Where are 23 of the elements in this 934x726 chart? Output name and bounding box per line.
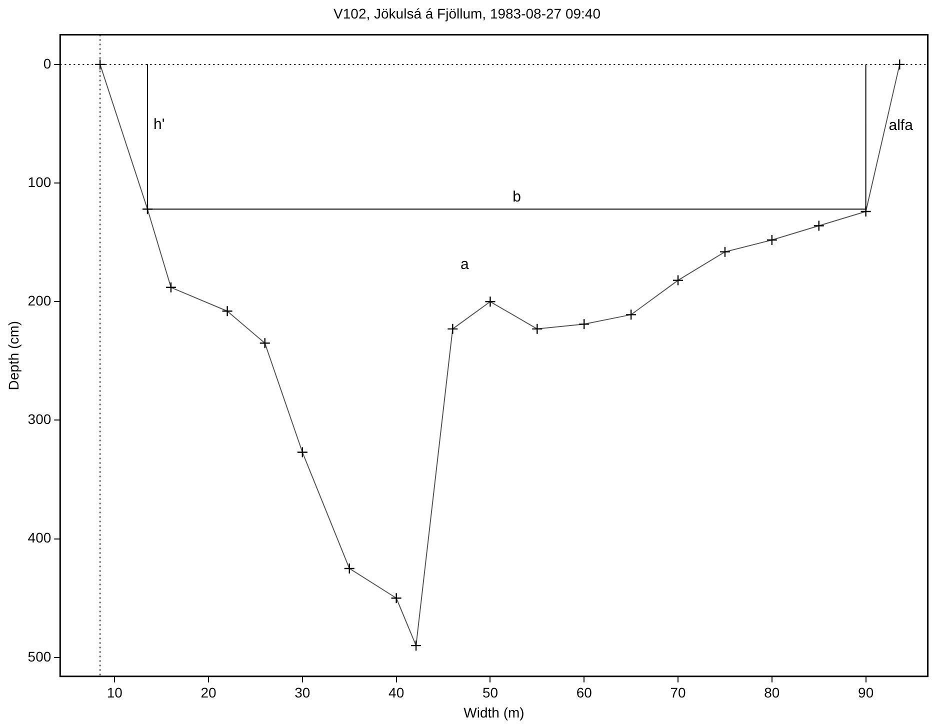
y-tick-label: 400 — [28, 530, 52, 546]
annotation: alfa — [888, 117, 914, 134]
annotation: a — [460, 256, 470, 273]
x-axis-title: Width (m) — [464, 704, 524, 720]
x-tick-label: 90 — [858, 684, 874, 701]
annotation: b — [512, 188, 521, 206]
y-tick-label: 200 — [28, 292, 52, 308]
x-tick-label: 30 — [294, 684, 310, 701]
x-tick-label: 40 — [388, 684, 404, 701]
x-tick-label: 70 — [670, 684, 686, 701]
x-tick-label: 10 — [106, 684, 123, 701]
x-tick-label: 50 — [482, 684, 498, 701]
x-tick-label: 20 — [200, 684, 217, 701]
x-tick-label: 80 — [764, 684, 780, 701]
chart-title: V102, Jökulsá á Fjöllum, 1983-08-27 09:40 — [334, 5, 601, 22]
y-axis-title: Depth (cm) — [5, 320, 22, 390]
point — [142, 204, 154, 215]
annotation: h' — [153, 116, 165, 133]
y-tick-label: 100 — [28, 174, 52, 190]
y-tick-label: 300 — [28, 411, 52, 428]
x-tick-label: 60 — [576, 684, 592, 701]
y-tick-label: 0 — [43, 55, 52, 72]
y-tick-label: 500 — [28, 648, 52, 664]
